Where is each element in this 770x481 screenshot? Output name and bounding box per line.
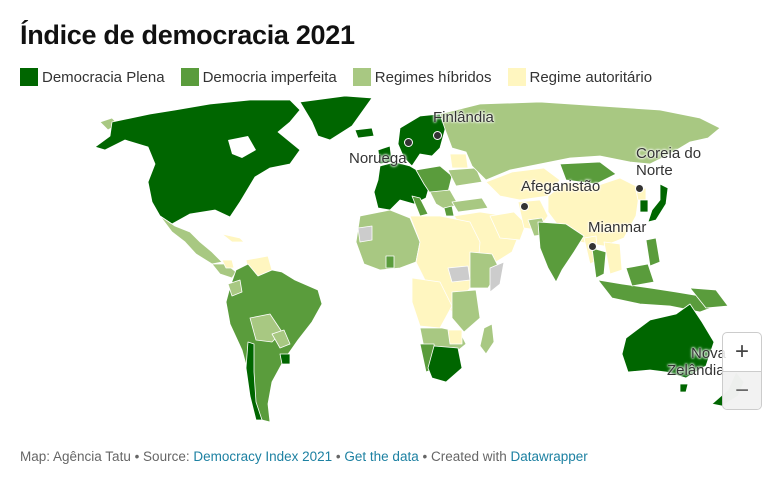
- region-turkey: [451, 197, 489, 213]
- region-tasmania: [679, 383, 689, 393]
- legend-swatch: [507, 68, 526, 86]
- label-new-zealand-line1: Nova: [691, 345, 727, 362]
- marker-myanmar: [588, 242, 597, 251]
- zoom-controls: + −: [722, 332, 762, 410]
- region-western-sahara: [357, 225, 373, 243]
- region-cuba: [221, 233, 245, 243]
- region-greece: [443, 205, 455, 217]
- region-botswana-south-africa: [427, 345, 463, 383]
- legend-swatch: [20, 68, 38, 86]
- region-uruguay: [279, 353, 291, 365]
- legend-item-full-democracy: Democracia Plena: [20, 68, 165, 86]
- label-myanmar: Mianmar: [588, 219, 647, 236]
- region-philippines: [645, 237, 661, 267]
- label-finland: Finlândia: [433, 109, 494, 126]
- region-balkans: [429, 189, 459, 211]
- region-norway-sweden-finland: [397, 113, 447, 167]
- region-madagascar: [479, 323, 495, 355]
- region-new-guinea: [689, 287, 729, 309]
- legend-item-authoritarian-regime: Regime autoritário: [507, 68, 653, 86]
- get-data-link[interactable]: Get the data: [344, 449, 419, 464]
- region-somalia: [489, 261, 505, 293]
- source-link[interactable]: Democracy Index 2021: [193, 449, 333, 464]
- region-ghana: [385, 255, 395, 269]
- legend-label: Democracia Plena: [42, 68, 165, 86]
- region-east-africa: [451, 289, 481, 333]
- datawrapper-link[interactable]: Datawrapper: [510, 449, 588, 464]
- map-title: Índice de democracia 2021: [20, 20, 355, 50]
- world-map[interactable]: [0, 92, 770, 432]
- region-ecuador: [227, 279, 243, 297]
- marker-afghanistan: [520, 202, 529, 211]
- region-mongolia: [559, 161, 617, 185]
- footer-credits: Map: Agência Tatu • Source: Democracy In…: [20, 449, 588, 464]
- region-zimbabwe: [447, 329, 463, 345]
- region-north-west-africa: [355, 209, 421, 271]
- footer-separator: •: [332, 449, 345, 464]
- region-india: [537, 221, 585, 283]
- legend-label: Regime autoritário: [529, 68, 653, 86]
- label-norway: Noruega: [349, 150, 407, 167]
- region-nicaragua: [221, 259, 235, 269]
- region-chile: [245, 341, 263, 421]
- region-indochina: [603, 241, 623, 275]
- marker-norway: [404, 138, 413, 147]
- region-italy: [411, 195, 429, 217]
- region-greenland: [299, 95, 373, 141]
- label-new-zealand-line2: Zelândia: [667, 362, 725, 379]
- region-mexico: [159, 215, 223, 265]
- label-north-korea-line1: Coreia do: [636, 145, 702, 162]
- region-australia: [621, 303, 715, 379]
- footer-separator: • Created with: [418, 449, 511, 464]
- marker-north-korea: [635, 184, 644, 193]
- region-iceland: [354, 127, 375, 139]
- legend-label: Regimes híbridos: [374, 68, 492, 86]
- legend-item-flawed-democracy: Democria imperfeita: [180, 68, 337, 86]
- region-russia: [439, 101, 721, 181]
- region-borneo: [625, 263, 655, 287]
- legend-item-hybrid-regime: Regimes híbridos: [352, 68, 492, 86]
- region-kazakhstan: [485, 167, 561, 201]
- region-belarus: [449, 153, 469, 169]
- region-ukraine: [447, 167, 483, 187]
- marker-finland: [433, 131, 442, 140]
- legend-swatch: [180, 68, 199, 86]
- region-japan: [647, 183, 669, 223]
- region-iran: [489, 211, 527, 241]
- zoom-out-button[interactable]: −: [723, 371, 761, 409]
- legend: Democracia Plena Democria imperfeita Reg…: [20, 68, 668, 86]
- zoom-in-button[interactable]: +: [734, 338, 749, 365]
- region-south-korea: [639, 199, 649, 213]
- region-south-sudan: [447, 265, 471, 283]
- legend-swatch: [352, 68, 371, 86]
- label-north-korea-line2: Norte: [636, 162, 673, 179]
- region-north-america: [94, 99, 301, 225]
- footer-prefix: Map: Agência Tatu • Source:: [20, 449, 194, 464]
- region-uk-ireland: [377, 145, 393, 165]
- label-afghanistan: Afeganistão: [521, 178, 601, 195]
- region-paraguay: [271, 329, 291, 349]
- legend-label: Democria imperfeita: [202, 68, 337, 86]
- region-thailand: [591, 247, 607, 279]
